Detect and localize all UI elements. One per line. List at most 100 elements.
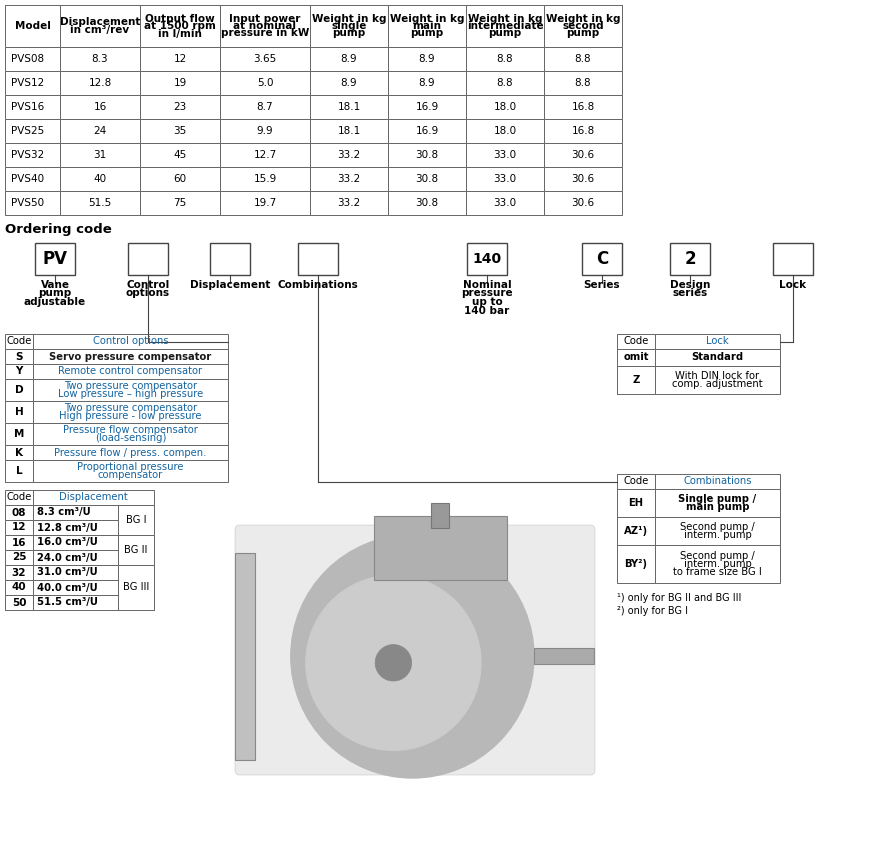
Text: Combinations: Combinations — [682, 476, 751, 486]
Text: PVS08: PVS08 — [11, 54, 44, 64]
Text: 30.8: 30.8 — [415, 174, 438, 184]
Bar — [60, 143, 139, 167]
Bar — [5, 505, 33, 520]
Text: 8.7: 8.7 — [256, 102, 273, 112]
Text: Two pressure compensator: Two pressure compensator — [64, 403, 196, 413]
Text: Y: Y — [15, 367, 23, 377]
Bar — [118, 535, 153, 565]
Bar — [5, 167, 60, 191]
Text: 33.0: 33.0 — [493, 198, 516, 208]
Bar — [235, 553, 254, 760]
Bar — [544, 191, 621, 215]
Bar — [466, 119, 544, 143]
Text: 8.8: 8.8 — [574, 78, 590, 88]
Text: 16.0 cm³/U: 16.0 cm³/U — [37, 538, 97, 547]
Bar — [33, 520, 118, 535]
Bar — [654, 349, 779, 366]
Bar — [5, 379, 33, 401]
Bar — [139, 95, 220, 119]
Text: 40: 40 — [11, 583, 26, 593]
Bar — [220, 5, 310, 47]
Text: 8.9: 8.9 — [418, 78, 435, 88]
Bar — [139, 167, 220, 191]
Text: to frame size BG I: to frame size BG I — [673, 567, 761, 577]
Bar — [669, 243, 709, 275]
Text: in cm³/rev: in cm³/rev — [70, 24, 130, 35]
Bar — [33, 490, 153, 505]
Text: second: second — [561, 21, 603, 31]
Bar — [310, 95, 388, 119]
Text: 15.9: 15.9 — [253, 174, 276, 184]
Text: main pump: main pump — [685, 502, 748, 512]
Bar — [654, 334, 779, 349]
Text: 19.7: 19.7 — [253, 198, 276, 208]
Bar — [297, 243, 338, 275]
Bar — [33, 401, 228, 423]
Text: Control: Control — [126, 280, 169, 290]
Text: up to: up to — [471, 297, 502, 307]
Text: 24: 24 — [93, 126, 106, 136]
Bar — [388, 95, 466, 119]
Bar — [5, 520, 33, 535]
Bar — [544, 143, 621, 167]
Bar — [5, 47, 60, 71]
Bar — [388, 191, 466, 215]
Text: ¹) only for BG II and BG III: ¹) only for BG II and BG III — [617, 593, 740, 603]
Text: Pressure flow compensator: Pressure flow compensator — [63, 425, 197, 435]
Text: Weight in kg: Weight in kg — [545, 13, 619, 24]
Text: 16.8: 16.8 — [571, 102, 594, 112]
Text: BG II: BG II — [125, 545, 147, 555]
Bar — [33, 535, 118, 550]
Bar — [617, 366, 654, 394]
Text: 12: 12 — [11, 523, 26, 533]
Bar — [210, 243, 250, 275]
Bar — [33, 505, 118, 520]
Bar — [310, 191, 388, 215]
Text: Code: Code — [6, 336, 32, 346]
Text: PVS25: PVS25 — [11, 126, 44, 136]
Bar — [5, 143, 60, 167]
Bar — [310, 167, 388, 191]
Bar — [60, 167, 139, 191]
Text: 9.9: 9.9 — [256, 126, 273, 136]
Text: Servo pressure compensator: Servo pressure compensator — [49, 352, 211, 362]
Bar — [310, 143, 388, 167]
Bar — [118, 505, 153, 535]
Bar — [654, 517, 779, 545]
Text: 08: 08 — [11, 507, 26, 518]
Bar — [5, 5, 60, 47]
Text: 60: 60 — [174, 174, 186, 184]
Bar — [617, 349, 654, 366]
Text: 18.0: 18.0 — [493, 126, 516, 136]
Text: 75: 75 — [173, 198, 187, 208]
Bar — [5, 490, 33, 505]
Text: AZ¹): AZ¹) — [624, 526, 647, 536]
Bar — [5, 423, 33, 445]
Text: Second pump /: Second pump / — [680, 551, 754, 561]
Bar — [466, 95, 544, 119]
Text: PVS32: PVS32 — [11, 150, 44, 160]
Text: Vane: Vane — [40, 280, 69, 290]
Bar — [5, 334, 33, 349]
Bar — [772, 243, 812, 275]
Bar — [33, 595, 118, 610]
Text: L: L — [16, 466, 22, 476]
Bar — [118, 565, 153, 610]
Text: S: S — [15, 352, 23, 362]
Text: 31.0 cm³/U: 31.0 cm³/U — [37, 567, 97, 577]
Bar — [33, 423, 228, 445]
Text: Weight in kg: Weight in kg — [311, 13, 386, 24]
Bar — [654, 366, 779, 394]
Text: 16.8: 16.8 — [571, 126, 594, 136]
Text: Z: Z — [631, 375, 639, 385]
Bar — [33, 379, 228, 401]
Text: Design: Design — [669, 280, 709, 290]
Text: 30.8: 30.8 — [415, 198, 438, 208]
Text: H: H — [15, 407, 24, 417]
Bar — [35, 243, 75, 275]
Text: 33.0: 33.0 — [493, 174, 516, 184]
Bar — [60, 95, 139, 119]
Text: PVS40: PVS40 — [11, 174, 44, 184]
Bar — [220, 191, 310, 215]
Text: Single pump /: Single pump / — [678, 494, 756, 504]
